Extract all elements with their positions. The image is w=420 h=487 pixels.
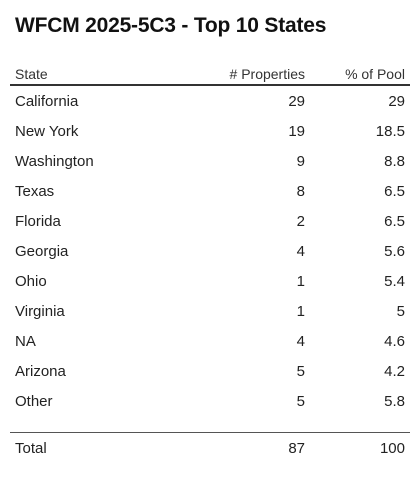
cell-state: Florida [15,213,61,230]
table-row: Virginia 1 5 [10,296,410,326]
cell-properties: 5 [296,393,305,410]
table-header: State # Properties % of Pool [10,64,410,86]
cell-properties: 4 [296,243,305,260]
table-row: New York 19 18.5 [10,116,410,146]
column-header-pool: % of Pool [345,66,405,82]
cell-state: New York [15,123,79,140]
cell-state: Georgia [15,243,69,260]
table-row: Florida 2 6.5 [10,206,410,236]
cell-state: California [15,93,79,110]
cell-state: Washington [15,153,94,170]
cell-state: Ohio [15,273,47,290]
cell-pool: 4.2 [384,363,405,380]
table-row: Other 5 5.8 [10,386,410,416]
states-table: State # Properties % of Pool California 2… [10,64,410,463]
total-label: Total [15,440,47,457]
cell-properties: 1 [296,273,305,290]
cell-properties: 8 [296,183,305,200]
cell-state: Virginia [15,303,65,320]
cell-properties: 2 [296,213,305,230]
total-properties: 87 [288,440,305,457]
cell-pool: 5.8 [384,393,405,410]
cell-state: Texas [15,183,55,200]
table-row: Ohio 1 5.4 [10,266,410,296]
cell-pool: 18.5 [375,123,405,140]
cell-state: Other [15,393,53,410]
cell-properties: 9 [296,153,305,170]
total-row: Total 87 100 [10,432,410,463]
chart-title: WFCM 2025-5C3 - Top 10 States [15,14,327,37]
cell-pool: 5 [396,303,405,320]
cell-state: Arizona [15,363,66,380]
cell-pool: 6.5 [384,183,405,200]
cell-properties: 5 [296,363,305,380]
table-row: Georgia 4 5.6 [10,236,410,266]
table-row: Arizona 5 4.2 [10,356,410,386]
cell-pool: 8.8 [384,153,405,170]
table-row: Texas 8 6.5 [10,176,410,206]
cell-pool: 5.6 [384,243,405,260]
cell-properties: 29 [288,93,305,110]
column-header-properties: # Properties [229,66,305,82]
cell-state: NA [15,333,36,350]
cell-properties: 4 [296,333,305,350]
table-spacer [10,416,410,432]
cell-pool: 4.6 [384,333,405,350]
table-row: Washington 9 8.8 [10,146,410,176]
total-pool: 100 [379,440,405,457]
cell-pool: 6.5 [384,213,405,230]
table-row: NA 4 4.6 [10,326,410,356]
table-row: California 29 29 [10,86,410,116]
column-header-state: State [15,66,48,82]
cell-pool: 29 [388,93,405,110]
cell-properties: 1 [296,303,305,320]
cell-pool: 5.4 [384,273,405,290]
cell-properties: 19 [288,123,305,140]
table-body: California 29 29 New York 19 18.5 Washington 9 8… [10,86,410,416]
